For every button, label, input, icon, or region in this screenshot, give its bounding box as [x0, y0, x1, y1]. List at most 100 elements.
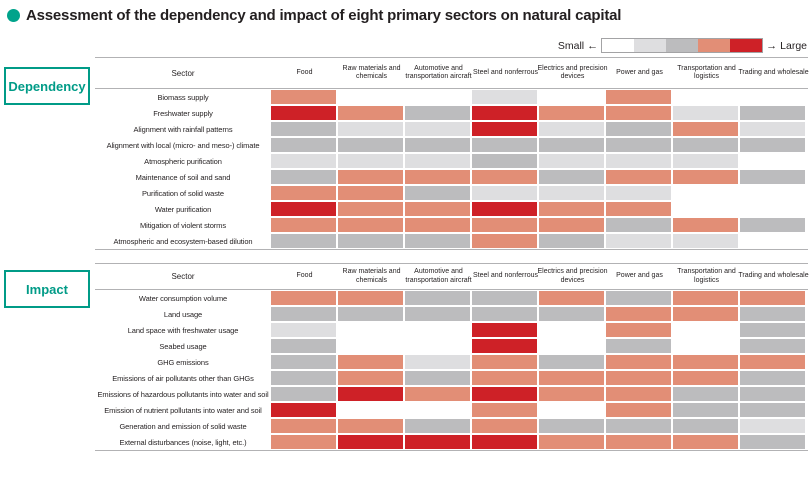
- column-header-label: Automotive and transportation aircraft: [405, 268, 472, 284]
- column-header: Trading and wholesale: [738, 272, 808, 280]
- impact-section-label: Impact: [4, 270, 90, 308]
- heatmap-cell: [673, 339, 738, 353]
- table-top-rule: [95, 263, 808, 264]
- heatmap-cell: [740, 339, 805, 353]
- heatmap-cell: [271, 90, 336, 104]
- legend-swatch: [698, 39, 731, 52]
- heatmap-cell: [673, 323, 738, 337]
- column-header: Automotive and transportation aircraft: [405, 65, 472, 81]
- heatmap-cell: [606, 218, 671, 232]
- heatmap-cell: [606, 154, 671, 168]
- heatmap-cell: [740, 323, 805, 337]
- heatmap-cell: [271, 387, 336, 401]
- heatmap-cell: [539, 122, 604, 136]
- heatmap-cell: [740, 419, 805, 433]
- heatmap-cell: [472, 202, 537, 216]
- table-row: Generation and emission of solid waste: [95, 418, 808, 434]
- heatmap-cell: [338, 419, 403, 433]
- heatmap-cell: [472, 435, 537, 449]
- heatmap-cell: [740, 186, 805, 200]
- heatmap-cell: [338, 435, 403, 449]
- heatmap-cell: [271, 435, 336, 449]
- table-row: Land space with freshwater usage: [95, 322, 808, 338]
- table-row: Water consumption volume: [95, 290, 808, 306]
- table-row: External disturbances (noise, light, etc…: [95, 434, 808, 450]
- column-header-label: Transportation and logistics: [677, 64, 736, 80]
- heatmap-cell: [673, 106, 738, 120]
- heatmap-cell: [271, 307, 336, 321]
- column-header-label: Electrics and precision devices: [537, 64, 608, 80]
- left-arrow-icon: ←: [587, 39, 599, 52]
- column-header: Power and gas: [606, 272, 673, 280]
- column-header-label: Power and gas: [616, 68, 663, 76]
- heatmap-cell: [673, 186, 738, 200]
- heatmap-cell: [673, 122, 738, 136]
- heatmap-cell: [472, 339, 537, 353]
- heatmap-cell: [539, 202, 604, 216]
- table-row: Emissions of hazardous pollutants into w…: [95, 386, 808, 402]
- heatmap-cell: [740, 355, 805, 369]
- table-header-row: Sector Food Raw materials and chemicals Aut…: [95, 58, 808, 88]
- column-header: Steel and nonferrous: [472, 69, 539, 77]
- heatmap-cell: [405, 307, 470, 321]
- right-arrow-icon: →: [766, 39, 778, 52]
- heatmap-cell: [740, 435, 805, 449]
- impact-table: Sector Food Raw materials and chemicals Aut…: [95, 263, 809, 451]
- heatmap-cell: [606, 307, 671, 321]
- row-label: Purification of solid waste: [142, 188, 224, 198]
- heatmap-cell: [472, 154, 537, 168]
- heatmap-cell: [606, 170, 671, 184]
- heatmap-cell: [606, 403, 671, 417]
- row-label: External disturbances (noise, light, etc…: [119, 437, 247, 447]
- heatmap-cell: [673, 403, 738, 417]
- heatmap-cell: [405, 291, 470, 305]
- heatmap-cell: [539, 291, 604, 305]
- legend-swatches: [601, 38, 764, 53]
- heatmap-cell: [405, 170, 470, 184]
- page-title: Assessment of the dependency and impact …: [26, 7, 622, 24]
- table-row: Atmospheric purification: [95, 153, 808, 169]
- heatmap-cell: [740, 170, 805, 184]
- column-header-label: Trading and wholesale: [738, 272, 809, 280]
- heatmap-cell: [673, 154, 738, 168]
- row-label: Water purification: [154, 204, 212, 214]
- row-label: Water consumption volume: [138, 293, 228, 303]
- heatmap-cell: [338, 90, 403, 104]
- heatmap-cell: [606, 323, 671, 337]
- column-header: Power and gas: [606, 69, 673, 77]
- header-bottom-rule: [95, 88, 808, 89]
- heatmap-cell: [539, 138, 604, 152]
- heatmap-cell: [539, 186, 604, 200]
- heatmap-cell: [271, 291, 336, 305]
- heatmap-cell: [338, 154, 403, 168]
- heatmap-cell: [271, 106, 336, 120]
- heatmap-cell: [405, 218, 470, 232]
- heatmap-cell: [338, 170, 403, 184]
- heatmap-cell: [606, 90, 671, 104]
- row-label: Land usage: [163, 309, 203, 319]
- heatmap-cell: [271, 339, 336, 353]
- heatmap-cell: [673, 234, 738, 248]
- heatmap-cell: [271, 371, 336, 385]
- table-bottom-rule: [95, 249, 808, 250]
- heatmap-cell: [405, 419, 470, 433]
- heatmap-cell: [606, 355, 671, 369]
- heatmap-cell: [405, 234, 470, 248]
- heatmap-cell: [673, 291, 738, 305]
- heatmap-cell: [740, 202, 805, 216]
- heatmap-cell: [606, 371, 671, 385]
- heatmap-cell: [271, 122, 336, 136]
- heatmap-cell: [472, 419, 537, 433]
- heatmap-cell: [673, 419, 738, 433]
- heatmap-cell: [740, 106, 805, 120]
- table-row: Alignment with rainfall patterns: [95, 121, 808, 137]
- heatmap-cell: [673, 90, 738, 104]
- legend-swatch: [634, 39, 667, 52]
- heatmap-cell: [740, 138, 805, 152]
- heatmap-cell: [271, 202, 336, 216]
- heatmap-cell: [539, 403, 604, 417]
- heatmap-cell: [472, 138, 537, 152]
- table-bottom-rule: [95, 450, 808, 451]
- heatmap-cell: [338, 291, 403, 305]
